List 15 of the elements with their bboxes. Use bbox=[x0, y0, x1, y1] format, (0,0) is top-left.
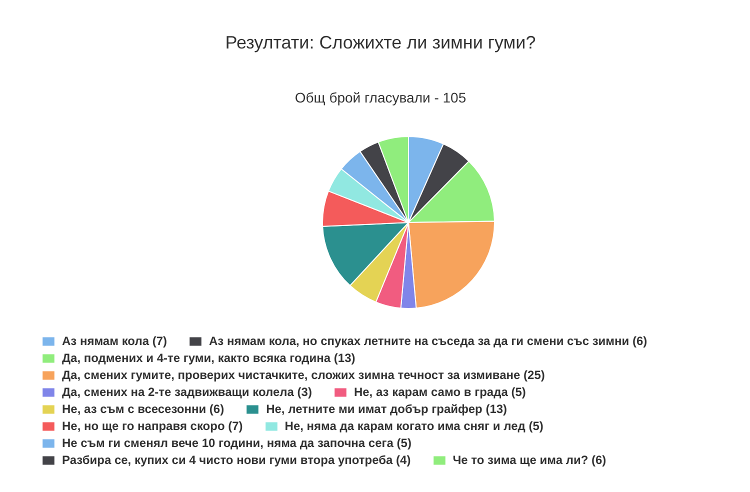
legend-label: Разбира се, купих си 4 чисто нови гуми втора употреба (4) bbox=[62, 453, 411, 467]
legend-label: Не, летните ми имат добър грайфер (13) bbox=[266, 402, 508, 416]
legend-label: Не, аз съм с всесезонни (6) bbox=[62, 402, 224, 416]
legend-label: Аз нямам кола (7) bbox=[62, 334, 167, 348]
legend-label: Не, няма да карам когато има сняг и лед (5) bbox=[284, 419, 544, 433]
legend-label: Да, смених на 2-те задвижващи колела (3) bbox=[62, 385, 312, 399]
legend-label: Не съм ги сменял вече 10 години, няма да започна сега (5) bbox=[62, 436, 412, 450]
legend-label: Да, смених гумите, проверих чистачките, сложих зимна течност за измиване (25) bbox=[62, 368, 545, 382]
legend-label: Че то зима ще има ли? (6) bbox=[452, 453, 606, 467]
legend-label: Не, аз карам само в града (5) bbox=[354, 385, 526, 399]
legend-label: Да, подмених и 4-те гуми, както всяка година (13) bbox=[62, 351, 356, 365]
legend-label: Не, но ще го направя скоро (7) bbox=[62, 419, 243, 433]
chart-title: Резултати: Сложихте ли зимни гуми? bbox=[225, 32, 536, 52]
legend-label: Аз нямам кола, но спуках летните на съседа за да ги смени със зимни (6) bbox=[209, 334, 648, 348]
chart-subtitle: Общ брой гласували - 105 bbox=[294, 90, 466, 106]
